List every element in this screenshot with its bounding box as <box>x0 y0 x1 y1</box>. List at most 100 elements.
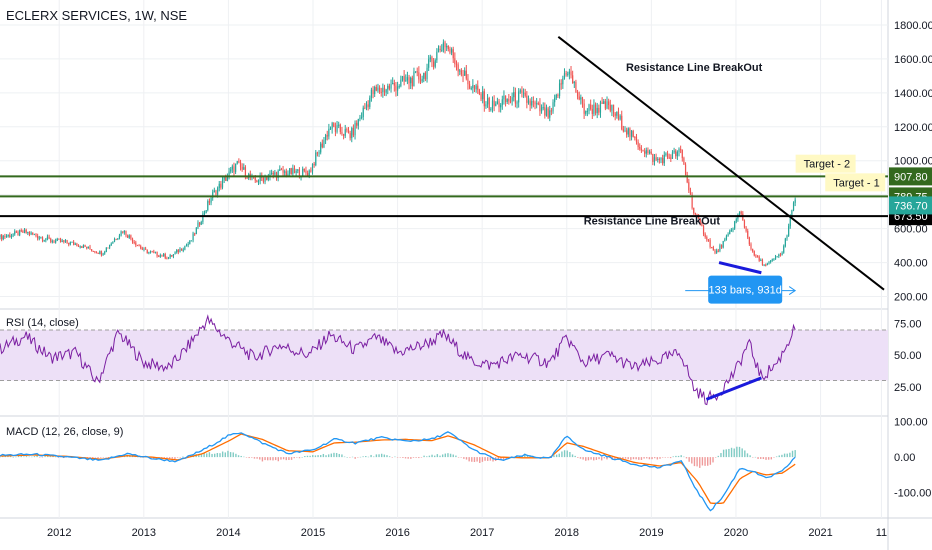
macd-histogram-bar <box>622 457 624 460</box>
candle-body <box>377 87 379 91</box>
candle-body <box>490 109 492 111</box>
candle-body <box>765 264 767 266</box>
candle-body <box>755 255 757 257</box>
candle-body <box>511 97 513 102</box>
macd-histogram-bar <box>224 452 227 458</box>
macd-histogram-bar <box>221 451 224 458</box>
candle-body <box>619 115 621 120</box>
macd-histogram-bar <box>492 457 494 462</box>
macd-histogram-bar <box>280 457 282 460</box>
candle-body <box>562 78 564 85</box>
candle-body <box>779 254 782 256</box>
candle-body <box>344 129 346 136</box>
candle-body <box>331 123 333 129</box>
macd-histogram-bar <box>237 455 240 458</box>
candle-body <box>498 101 500 108</box>
macd-tick-label: 100.00 <box>894 417 928 429</box>
macd-histogram-bar <box>383 454 386 458</box>
candle-body <box>547 108 549 118</box>
macd-histogram-bar <box>174 457 176 460</box>
candle-body <box>140 246 142 249</box>
macd-histogram-bar <box>211 453 213 458</box>
candle-body <box>671 152 674 159</box>
candle-body <box>565 73 567 75</box>
candle-body <box>22 230 24 233</box>
candle-body <box>526 95 528 103</box>
candle-body <box>115 239 117 241</box>
macd-histogram-bar <box>643 457 645 459</box>
candle-body <box>41 237 44 241</box>
candle-body <box>61 240 63 242</box>
price-tick-label: 1600.00 <box>894 54 932 66</box>
candle-body <box>434 60 436 67</box>
macd-histogram-bar <box>627 457 629 460</box>
candle-body <box>410 77 412 84</box>
macd-histogram-bar <box>502 457 505 461</box>
candle-body <box>127 235 129 238</box>
macd-histogram-bar <box>457 457 460 458</box>
candle-body <box>761 259 764 266</box>
candle-body <box>91 249 93 251</box>
candle-body <box>794 199 796 203</box>
candle-body <box>480 93 482 100</box>
candle-body <box>380 91 382 93</box>
candle-body <box>701 223 703 227</box>
price-divergence-line <box>718 261 762 275</box>
candle-body <box>758 256 760 261</box>
candle-body <box>84 245 86 247</box>
macd-histogram-bar <box>251 457 253 458</box>
candle-body <box>531 101 533 106</box>
macd-histogram-bar <box>288 457 290 461</box>
candle-body <box>431 57 433 62</box>
candle-body <box>522 92 525 94</box>
macd-histogram-bar <box>714 457 717 458</box>
candle-body <box>467 78 469 85</box>
candle-body <box>686 175 688 183</box>
candle-body <box>19 230 21 236</box>
macd-histogram-bar <box>672 456 674 458</box>
macd-histogram-bar <box>97 457 99 459</box>
macd-histogram-bar <box>479 457 481 464</box>
macd-histogram-bar <box>770 457 773 460</box>
candle-body <box>354 122 356 136</box>
candle-body <box>612 104 615 114</box>
macd-histogram-bar <box>171 457 173 459</box>
candle-body <box>184 246 186 250</box>
macd-histogram-bar <box>441 454 444 458</box>
candle-body <box>169 255 171 258</box>
candle-body <box>73 241 75 245</box>
macd-histogram-bar <box>468 457 470 462</box>
candle-body <box>724 239 726 242</box>
candle-body <box>740 211 742 214</box>
macd-histogram-bar <box>362 456 364 458</box>
candle-body <box>59 239 62 242</box>
candle-body <box>15 231 17 233</box>
macd-histogram-bar <box>603 457 606 459</box>
candle-body <box>742 213 744 221</box>
macd-histogram-bar <box>4 456 7 458</box>
candle-body <box>771 259 773 261</box>
macd-histogram-bar <box>600 457 603 461</box>
candle-body <box>558 83 561 96</box>
candle-body <box>449 49 451 53</box>
candle-body <box>557 94 559 96</box>
candle-body <box>207 201 209 211</box>
candle-body <box>149 251 152 253</box>
candle-body <box>203 212 206 214</box>
candle-body <box>580 97 582 100</box>
candle-body <box>681 149 683 159</box>
candle-body <box>79 246 81 248</box>
candle-body <box>336 125 338 132</box>
candle-body <box>285 171 287 176</box>
macd-histogram-bar <box>47 456 49 458</box>
candle-body <box>215 190 217 195</box>
macd-histogram-bar <box>707 457 709 466</box>
macd-histogram-bar <box>306 455 309 458</box>
macd-histogram-bar <box>388 456 391 458</box>
macd-histogram-bar <box>282 457 285 460</box>
candle-body <box>673 150 675 153</box>
candle-body <box>702 226 705 235</box>
candle-body <box>416 71 418 73</box>
last-price-box <box>889 196 932 215</box>
